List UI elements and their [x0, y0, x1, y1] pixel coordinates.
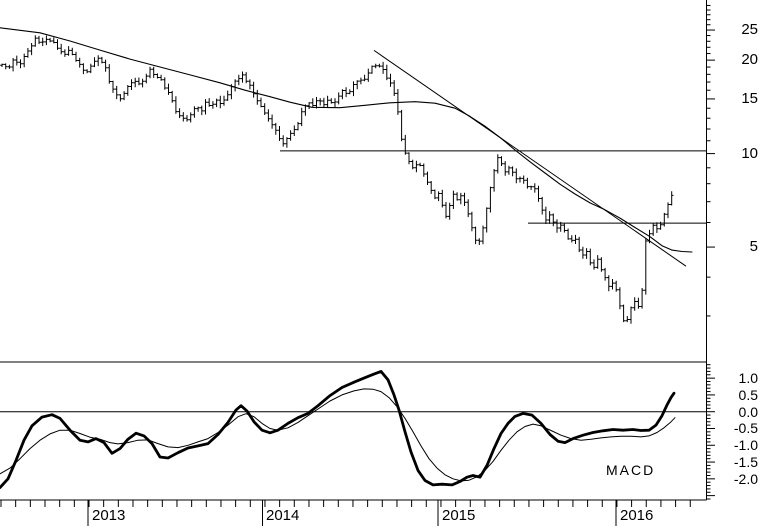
price-tick-label: 25	[741, 21, 758, 38]
price-tick-label: 15	[741, 90, 758, 107]
year-label: 2013	[92, 507, 126, 524]
ohlc-bars	[0, 35, 674, 324]
macd-tick-label: -1.5	[733, 454, 758, 470]
macd-panel-label: MACD	[606, 462, 656, 478]
year-label: 2014	[266, 507, 300, 524]
macd-tick-label: 0.5	[738, 387, 758, 403]
macd-tick-label: 0.0	[738, 404, 758, 420]
macd-tick-label: -0.5	[733, 420, 758, 436]
moving-average-line	[0, 27, 693, 253]
year-label: 2015	[442, 507, 476, 524]
price-tick-label: 5	[749, 238, 758, 255]
down-trendline	[373, 49, 687, 267]
macd-tick-label: -2.0	[733, 471, 758, 487]
price-tick-label: 20	[741, 51, 758, 68]
macd-main-line	[0, 370, 676, 489]
macd-tick-label: 1.0	[738, 370, 758, 386]
macd-tick-label: -1.0	[733, 437, 758, 453]
macd-signal-line	[0, 388, 676, 482]
price-tick-label: 10	[741, 145, 758, 162]
year-label: 2016	[620, 507, 654, 524]
